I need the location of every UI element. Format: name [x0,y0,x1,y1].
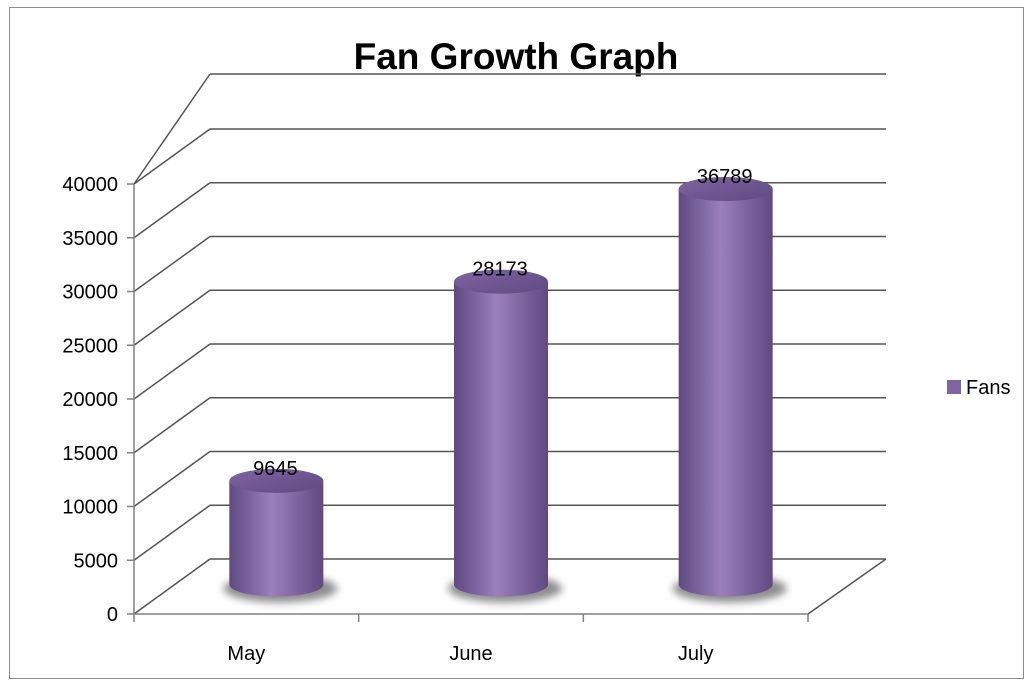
bar-cap [454,269,548,294]
legend-label: Fans [966,377,1010,399]
y-tick-label: 40000 [62,174,118,196]
y-tick-label: 30000 [62,282,118,304]
gridline-side [133,450,211,508]
bar-cap [229,468,324,493]
bar-cap [678,177,773,202]
x-tick-label: May [227,643,265,665]
data-label: 36789 [697,166,753,188]
y-tick-label: 20000 [62,389,118,411]
y-tick-label: 15000 [62,443,118,465]
gridline-side [133,343,211,400]
gridline-side [133,397,211,454]
data-label: 28173 [472,259,528,281]
y-tick-label: 35000 [62,228,118,250]
chart-title: Fan Growth Graph [353,36,679,77]
legend-swatch [947,380,961,394]
gridline-side [133,128,211,185]
floor-edge-right [807,558,887,615]
y-tick-label: 0 [107,604,118,626]
data-label: 9645 [253,458,298,480]
y-tick-label: 5000 [74,550,119,572]
y-tick-label: 25000 [62,335,118,357]
bar-july [678,189,773,597]
gridline-side-top [133,73,211,185]
bar-june [454,281,548,597]
y-tick-label: 10000 [62,497,118,519]
x-tick-label: July [678,643,714,665]
bar-may [229,480,324,597]
gridline-side [133,235,211,293]
gridline-side [133,504,211,561]
floor-edge-left [133,558,211,615]
gridline-side [133,289,211,346]
chart-frame [9,7,1024,679]
x-tick-label: June [449,643,492,665]
gridline-side [133,182,211,239]
